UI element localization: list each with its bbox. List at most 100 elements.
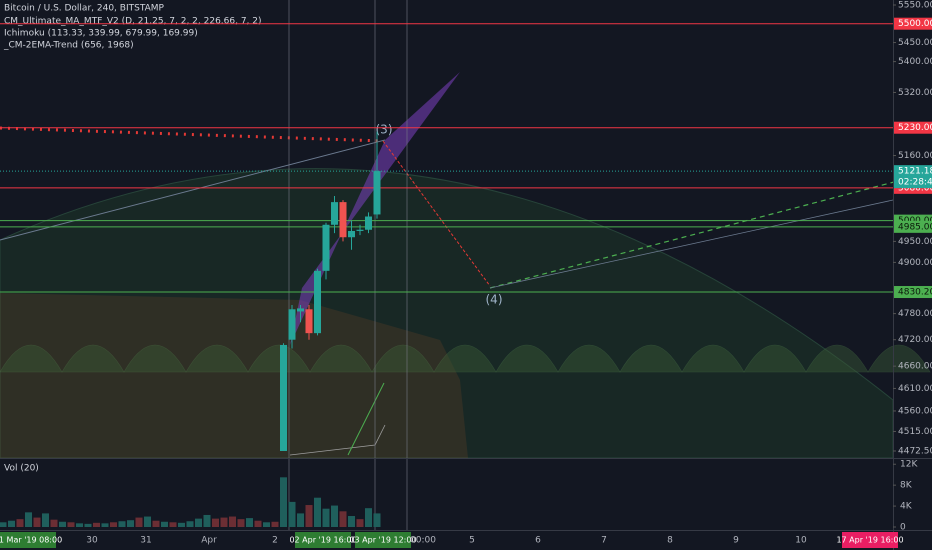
price-label-box	[894, 286, 932, 299]
price-label-box	[894, 17, 932, 30]
volume-bar	[59, 521, 66, 527]
volume-bar	[220, 517, 228, 527]
bump	[433, 344, 497, 373]
price-label: 5230.00	[898, 123, 932, 133]
volume-tick-label: 0	[900, 523, 906, 533]
volume-bar	[212, 518, 219, 527]
volume-bar	[373, 513, 381, 527]
trend-line	[0, 139, 386, 241]
volume-tick-label: 12K	[900, 460, 918, 470]
bump	[743, 344, 807, 373]
volume-bar	[0, 522, 7, 527]
volume-bar	[8, 520, 15, 527]
volume-bar	[288, 501, 296, 527]
candle-body	[331, 202, 338, 225]
bump	[61, 344, 125, 373]
volume-bar	[118, 521, 126, 527]
bump	[805, 344, 869, 373]
bump	[619, 344, 683, 373]
x-tick-label: 2	[272, 536, 278, 546]
volume-bar	[135, 517, 143, 527]
countdown-label: 02:28:47	[898, 178, 932, 188]
volume-bar	[161, 521, 168, 527]
x-tick-label: 30	[86, 536, 98, 546]
indicator: CM_Ultimate_MA_MTF_V2 (D, 21.25, 7, 2, 2…	[4, 17, 262, 27]
bump	[495, 344, 559, 373]
volume-bar	[254, 520, 262, 527]
volume-bar	[280, 477, 287, 527]
bump	[371, 344, 435, 373]
bumps	[0, 344, 931, 373]
x-tick-label: 5	[469, 536, 475, 546]
ichimoku-cloud	[0, 293, 468, 458]
projection-line	[489, 171, 932, 289]
price-label-box	[894, 220, 932, 233]
volume-bar	[229, 516, 236, 527]
candle-body	[280, 344, 287, 451]
y-tick-label: 4610.00	[898, 384, 932, 394]
volume-bar	[186, 521, 194, 527]
volume-bar	[127, 520, 134, 527]
last-price-label: 5121.18	[898, 167, 932, 177]
bump	[123, 344, 187, 373]
volume-bar	[144, 516, 151, 527]
candle-body	[297, 308, 304, 312]
price-label: 5080.00	[898, 183, 932, 193]
indicator-line	[347, 382, 385, 456]
volume-bar	[203, 514, 211, 527]
candle-body	[348, 230, 355, 238]
x-tick-label: 31	[140, 536, 151, 546]
volume-tick-label: 8K	[900, 481, 913, 491]
y-tick-label: 4950.00	[898, 237, 932, 247]
y-tick-label: 4560.00	[898, 406, 932, 416]
x-tick-label: 21 Mar '19 08:00	[0, 536, 62, 545]
bump	[0, 344, 63, 373]
volume-bar	[246, 518, 253, 527]
x-label-box	[355, 532, 411, 548]
chart-title: Bitcoin / U.S. Dollar, 240, BITSTAMP	[4, 4, 165, 14]
x-tick-label: 00:00	[410, 536, 436, 546]
y-tick-label: 5550.00	[898, 1, 932, 11]
volume-bar	[93, 522, 100, 527]
y-tick-label: 5160.00	[898, 151, 932, 161]
x-tick-label: 10	[795, 536, 807, 546]
volume-bar	[322, 508, 330, 527]
volume-bar	[348, 516, 355, 527]
volume-bar	[101, 523, 109, 527]
price-label: 4985.00	[898, 222, 932, 232]
candle-body	[339, 202, 347, 238]
volume-bar	[33, 517, 41, 527]
y-tick-label: 5400.00	[898, 57, 932, 67]
bump	[557, 344, 621, 373]
wave-line	[382, 140, 491, 287]
x-label-box	[295, 532, 351, 548]
indicator: Ichimoku (113.33, 339.99, 679.99, 169.99…	[4, 29, 198, 39]
volume-bar	[76, 523, 83, 527]
volume-bar	[178, 522, 185, 527]
price-label: 4830.20	[898, 288, 932, 298]
candle-body	[305, 309, 313, 334]
volume-bar	[365, 508, 372, 527]
volume-bar	[314, 497, 321, 527]
wave-label: (4)	[486, 293, 503, 307]
indicator-line	[289, 424, 386, 456]
volume-bar	[42, 513, 49, 527]
volume-bar	[263, 522, 270, 527]
volume-bar	[237, 519, 245, 527]
volume-bar	[195, 518, 202, 527]
bump	[309, 344, 373, 373]
projection-line	[489, 199, 894, 289]
candle-body	[356, 229, 364, 231]
bump	[867, 344, 931, 373]
y-tick-label: 4900.00	[898, 258, 932, 268]
bump	[185, 344, 249, 373]
x-tick-label: 8	[667, 536, 673, 546]
volume-bar	[356, 519, 364, 527]
y-tick-label: 4472.50	[898, 447, 932, 457]
volume-bar	[152, 520, 160, 527]
volume-bar	[297, 513, 304, 527]
x-tick-label: 7	[601, 536, 607, 546]
y-tick-label: 4720.00	[898, 335, 932, 345]
volume-bar	[25, 512, 32, 527]
y-tick-label: 4515.00	[898, 427, 932, 437]
